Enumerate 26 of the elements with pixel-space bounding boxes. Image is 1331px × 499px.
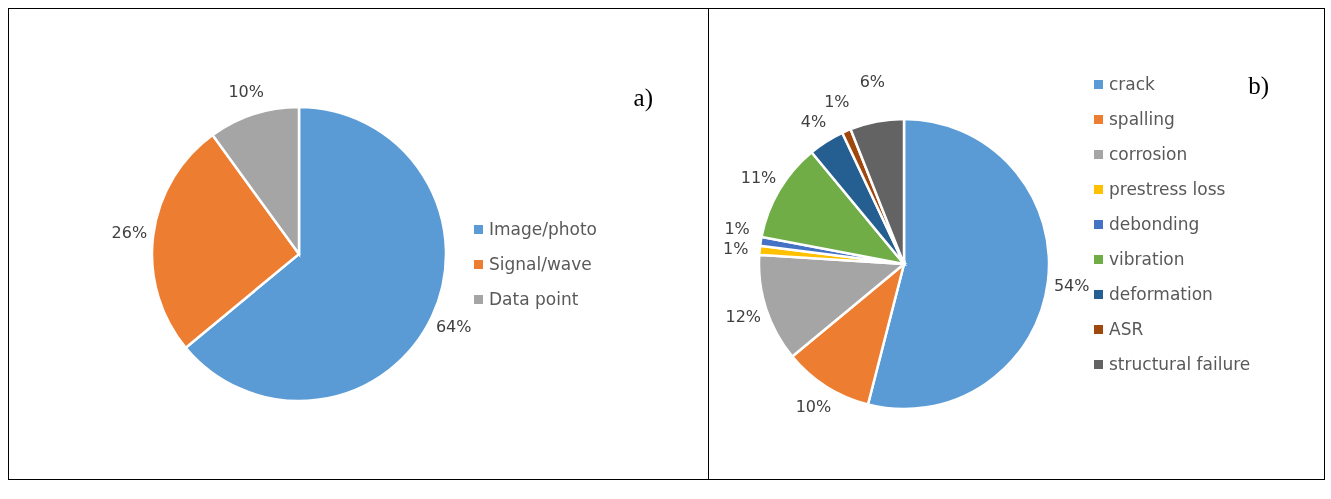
data-label: 4% — [800, 111, 827, 131]
legend-label: Data point — [489, 288, 579, 311]
data-label: 1% — [824, 91, 850, 111]
data-label: 6% — [859, 71, 886, 91]
data-label: 1% — [724, 218, 750, 238]
text: a) — [633, 84, 653, 112]
data-label: 12% — [725, 306, 762, 326]
legend-label: ASR — [1109, 318, 1144, 341]
legend-label: prestress loss — [1109, 178, 1226, 201]
data-label: 10% — [795, 397, 832, 417]
text: b) — [1248, 72, 1269, 100]
legend-label: deformation — [1109, 283, 1213, 306]
legend-label: vibration — [1109, 248, 1185, 271]
data-label: 26% — [111, 223, 148, 243]
data-label: 10% — [228, 81, 264, 101]
data-label: 11% — [740, 168, 777, 188]
legend-label: structural failure — [1109, 353, 1251, 376]
data-label: 1% — [723, 238, 749, 258]
legend-label: Image/photo — [489, 218, 598, 241]
data-label: 54% — [1053, 275, 1090, 295]
legend-label: spalling — [1109, 108, 1175, 131]
legend-label: Signal/wave — [489, 253, 592, 276]
legend-label: corrosion — [1109, 143, 1188, 166]
legend-label: crack — [1109, 73, 1155, 96]
legend-label: debonding — [1109, 213, 1200, 236]
data-label: 64% — [435, 317, 472, 337]
